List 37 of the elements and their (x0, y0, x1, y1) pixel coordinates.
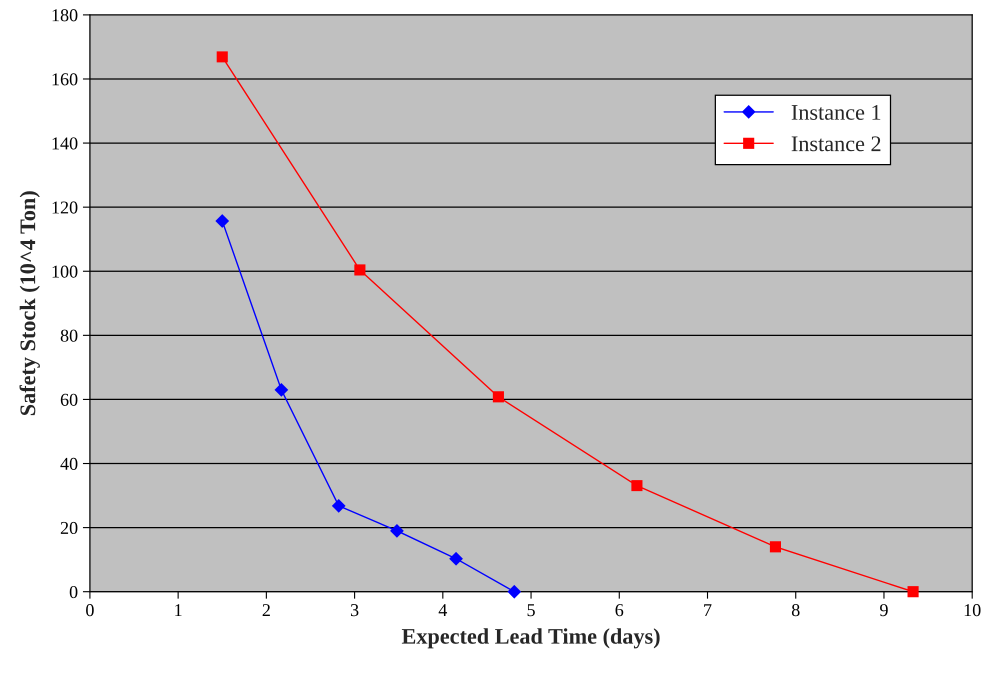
x-tick-label: 1 (175, 604, 182, 616)
y-tick-label: 100 (52, 266, 78, 278)
point (332, 499, 346, 512)
x-tick-label: 7 (704, 604, 712, 616)
point (631, 480, 642, 492)
point (274, 383, 288, 396)
y-tick-label: 120 (52, 201, 78, 214)
x-tick-label: 6 (616, 604, 624, 616)
y-tick-label: 40 (60, 458, 78, 470)
point (908, 586, 919, 598)
point (492, 391, 504, 402)
y-tick-label: 180 (52, 9, 78, 22)
y-tick-label: 60 (60, 394, 78, 406)
point (770, 541, 781, 552)
legend-label: Instance 1 (792, 104, 880, 120)
legend-label: Instance 2 (792, 136, 880, 152)
y-tick-label: 80 (60, 330, 78, 342)
x-tick-label: 0 (86, 604, 94, 616)
y-axis-title: Safety Stock (10^4 Ton) (19, 191, 40, 416)
point (216, 214, 229, 228)
point (508, 585, 521, 598)
y-tick-label: 160 (52, 73, 78, 86)
point (449, 552, 463, 566)
point (216, 51, 228, 62)
x-axis-title: Expected Lead Time (days) (402, 628, 660, 648)
x-tick-label: 2 (262, 604, 270, 616)
x-tick-label: 10 (964, 604, 981, 616)
x-tick-label: 3 (350, 604, 358, 616)
y-tick-label: 140 (52, 137, 78, 150)
y-tick-label: 0 (70, 586, 78, 598)
point (390, 524, 404, 538)
point (354, 264, 366, 276)
x-tick-label: 9 (880, 604, 888, 616)
x-tick-label: 8 (792, 604, 800, 616)
x-tick-label: 4 (438, 604, 448, 616)
x-tick-label: 5 (528, 604, 535, 616)
y-tick-label: 20 (60, 522, 78, 534)
